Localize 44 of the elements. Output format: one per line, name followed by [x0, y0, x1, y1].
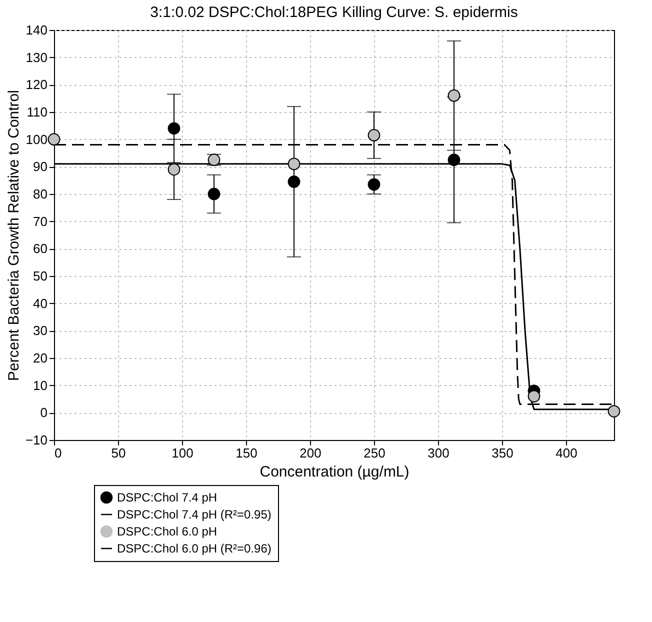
point [368, 129, 380, 142]
point [368, 178, 380, 191]
y-tick-label: 90 [33, 159, 48, 174]
y-tick-label: −10 [25, 432, 48, 448]
x-tick-label: 0 [54, 446, 62, 460]
y-tick-label: 100 [26, 132, 48, 147]
y-tick-label: 70 [33, 214, 48, 229]
x-tick-label: 350 [492, 446, 514, 460]
y-tick-label: 60 [33, 241, 48, 256]
y-tick-label: 80 [33, 186, 48, 202]
y-tick-label: 0 [40, 405, 48, 420]
point [608, 405, 620, 418]
legend-label: DSPC:Chol 6.0 pH [117, 524, 218, 538]
y-tick-label: 30 [33, 323, 48, 338]
x-tick-label: 200 [300, 446, 322, 460]
x-tick-label: 100 [172, 446, 194, 460]
point [448, 154, 460, 166]
x-tick-label: 250 [364, 446, 386, 460]
point [168, 122, 180, 135]
y-tick-label: 120 [26, 77, 48, 92]
point [528, 390, 540, 402]
point [448, 89, 460, 102]
legend-label: DSPC:Chol 7.4 pH (R²=0.95) [117, 508, 272, 522]
y-tick-label: 10 [33, 378, 48, 393]
y-tick-label: 110 [26, 104, 48, 120]
legend-label: DSPC:Chol 7.4 pH [117, 490, 218, 504]
x-tick-label: 150 [236, 446, 258, 460]
point [208, 188, 220, 200]
point [168, 163, 180, 176]
x-tick-label: 50 [111, 446, 126, 460]
y-tick-label: 50 [33, 268, 48, 284]
chart-title: 3:1:0.02 DSPC:Chol:18PEG Killing Curve: S. epidermis [150, 4, 518, 21]
y-tick-label: 40 [33, 296, 48, 311]
y-tick-label: 140 [26, 22, 48, 38]
point [48, 133, 60, 146]
x-tick-label: 300 [428, 446, 450, 460]
x-axis-title: Concentration (µg/mL) [260, 464, 410, 480]
y-axis-title: Percent Bacteria Growth Relative to Control [5, 90, 22, 381]
x-tick-label: 400 [556, 446, 578, 460]
point [288, 176, 300, 188]
legend-label: DSPC:Chol 6.0 pH (R²=0.96) [117, 542, 272, 556]
y-tick-label: 130 [26, 50, 48, 65]
point [288, 158, 300, 170]
y-tick-label: 20 [33, 350, 48, 366]
